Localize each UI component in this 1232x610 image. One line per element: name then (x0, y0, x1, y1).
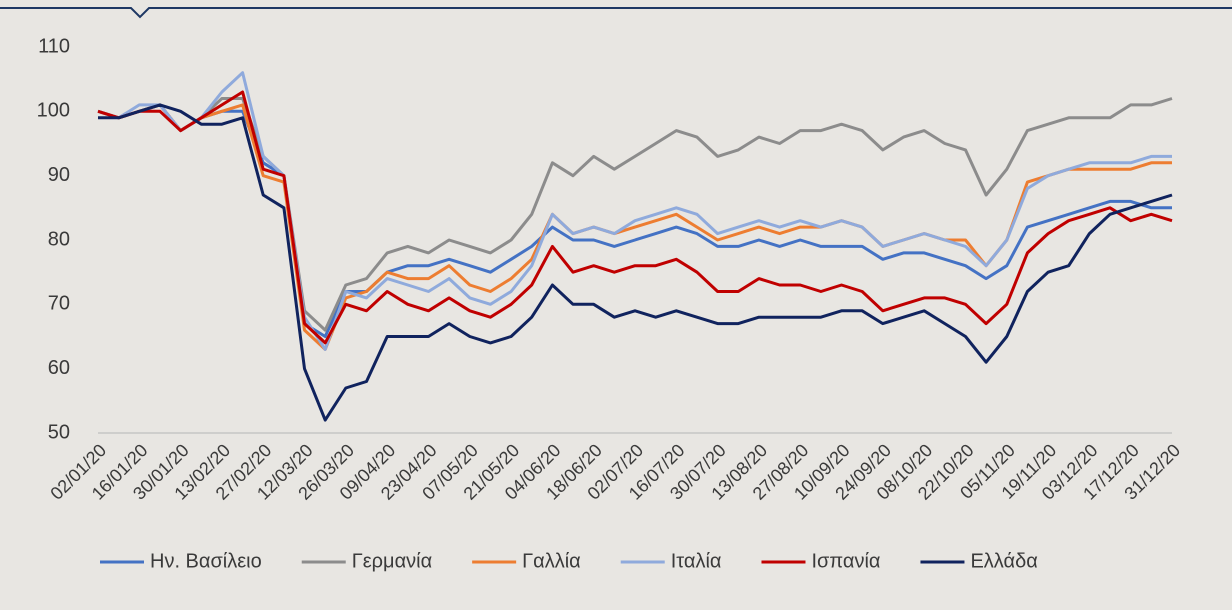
y-tick-label: 90 (48, 164, 70, 186)
series-line (97, 103, 1172, 338)
y-tick-label: 70 (48, 293, 70, 315)
legend-label: Ελλάδα (970, 550, 1037, 572)
y-tick-label: 60 (48, 357, 70, 379)
legend-label: Ισπανία (811, 550, 880, 572)
y-tick-label: 80 (48, 228, 70, 250)
header-rule (0, 7, 1232, 19)
legend-label: Γερμανία (352, 550, 432, 572)
series-line (98, 103, 1173, 422)
series-line (97, 71, 1172, 351)
series-line (97, 90, 1173, 345)
y-tick-label: 100 (37, 100, 70, 122)
legend-label: Ην. Βασίλειο (150, 550, 262, 572)
legend-label: Ιταλία (671, 550, 722, 572)
y-tick-label: 110 (38, 35, 70, 57)
legend-label: Γαλλία (522, 550, 581, 572)
y-tick-label: 50 (48, 421, 70, 443)
